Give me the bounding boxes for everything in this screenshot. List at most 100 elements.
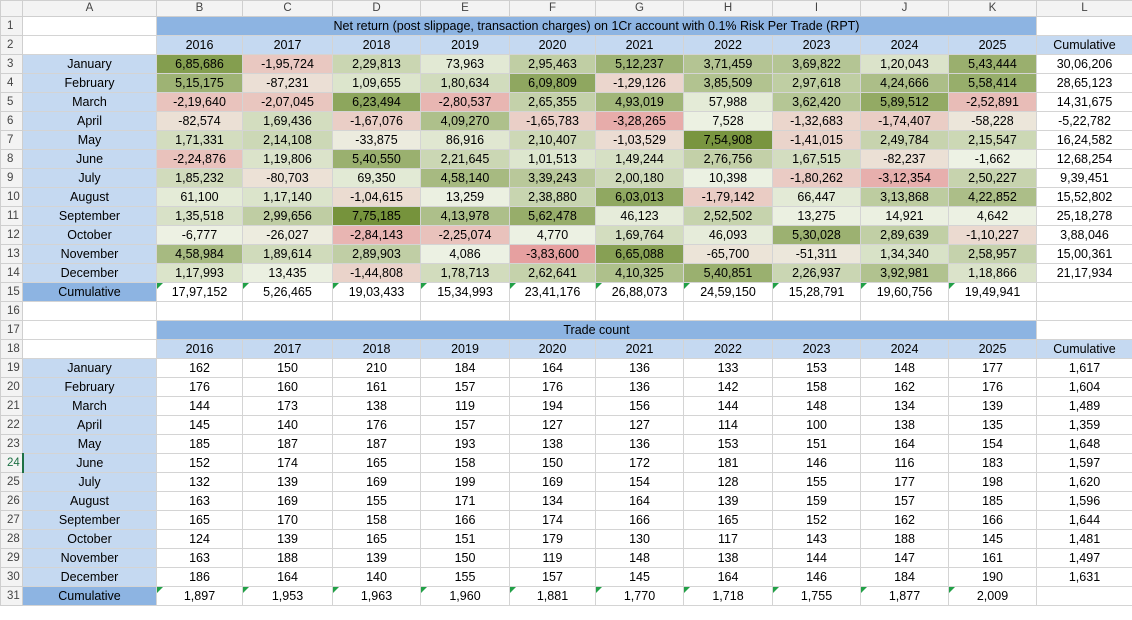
value-cell[interactable]: 151 (420, 529, 510, 549)
month-label[interactable]: August (22, 491, 157, 511)
month-label[interactable]: June (22, 149, 157, 169)
month-label[interactable]: October (22, 529, 157, 549)
value-cell[interactable]: -1,29,126 (595, 73, 684, 93)
row-header[interactable]: 7 (0, 130, 23, 150)
row-header[interactable]: 22 (0, 415, 23, 435)
value-cell[interactable]: 6,85,686 (156, 54, 243, 74)
value-cell[interactable]: -1,04,615 (332, 187, 421, 207)
value-cell[interactable]: 1,69,764 (595, 225, 684, 245)
value-cell[interactable]: 5,89,512 (860, 92, 949, 112)
cell[interactable] (509, 301, 596, 321)
value-cell[interactable]: 164 (242, 567, 333, 587)
cell[interactable] (595, 301, 684, 321)
year-header[interactable]: 2016 (156, 339, 243, 359)
cell[interactable] (860, 301, 949, 321)
month-label[interactable]: May (22, 130, 157, 150)
value-cell[interactable]: -6,777 (156, 225, 243, 245)
cumulative-label[interactable]: Cumulative (22, 282, 157, 302)
value-cell[interactable]: 165 (683, 510, 773, 530)
year-header[interactable]: 2020 (509, 339, 596, 359)
row-header[interactable]: 9 (0, 168, 23, 188)
year-header[interactable]: 2023 (772, 35, 861, 55)
value-cell[interactable]: 148 (595, 548, 684, 568)
value-cell[interactable]: 4,09,270 (420, 111, 510, 131)
value-cell[interactable]: 1,20,043 (860, 54, 949, 74)
value-cell[interactable]: 157 (509, 567, 596, 587)
cumulative-total-cell[interactable]: 1,718 (683, 586, 773, 606)
value-cell[interactable]: 150 (509, 453, 596, 473)
year-header[interactable]: 2019 (420, 35, 510, 55)
value-cell[interactable]: 179 (509, 529, 596, 549)
value-cell[interactable]: 2,21,645 (420, 149, 510, 169)
value-cell[interactable]: 155 (332, 491, 421, 511)
cell[interactable] (420, 301, 510, 321)
year-header[interactable]: 2016 (156, 35, 243, 55)
value-cell[interactable]: 3,69,822 (772, 54, 861, 74)
month-label[interactable]: December (22, 567, 157, 587)
value-cell[interactable]: 140 (332, 567, 421, 587)
value-cell[interactable]: 162 (860, 377, 949, 397)
row-header[interactable]: 2 (0, 35, 23, 55)
value-cell[interactable]: -2,25,074 (420, 225, 510, 245)
value-cell[interactable]: 4,10,325 (595, 263, 684, 283)
value-cell[interactable]: 134 (860, 396, 949, 416)
value-cell[interactable]: -3,12,354 (860, 168, 949, 188)
cumulative-header[interactable]: Cumulative (1036, 35, 1132, 55)
cell[interactable] (948, 301, 1037, 321)
cumulative-cell[interactable]: 1,597 (1036, 453, 1132, 473)
value-cell[interactable]: 140 (242, 415, 333, 435)
value-cell[interactable]: 1,17,140 (242, 187, 333, 207)
value-cell[interactable]: 2,99,656 (242, 206, 333, 226)
value-cell[interactable]: 176 (332, 415, 421, 435)
value-cell[interactable]: 4,58,984 (156, 244, 243, 264)
column-header-B[interactable]: B (156, 0, 243, 17)
value-cell[interactable]: 172 (595, 453, 684, 473)
cell[interactable] (1036, 320, 1132, 340)
value-cell[interactable]: 188 (242, 548, 333, 568)
value-cell[interactable]: 157 (860, 491, 949, 511)
cell[interactable] (1036, 282, 1132, 302)
net-return-title[interactable]: Net return (post slippage, transaction c… (156, 16, 1037, 36)
column-header-J[interactable]: J (860, 0, 949, 17)
value-cell[interactable]: 155 (420, 567, 510, 587)
value-cell[interactable]: 138 (860, 415, 949, 435)
cumulative-total-cell[interactable]: 1,877 (860, 586, 949, 606)
cumulative-cell[interactable]: 15,00,361 (1036, 244, 1132, 264)
value-cell[interactable]: 5,40,851 (683, 263, 773, 283)
value-cell[interactable]: 14,921 (860, 206, 949, 226)
cumulative-cell[interactable]: 21,17,934 (1036, 263, 1132, 283)
value-cell[interactable]: -1,80,262 (772, 168, 861, 188)
column-header-F[interactable]: F (509, 0, 596, 17)
value-cell[interactable]: 142 (683, 377, 773, 397)
value-cell[interactable]: 139 (683, 491, 773, 511)
month-label[interactable]: July (22, 168, 157, 188)
year-header[interactable]: 2025 (948, 35, 1037, 55)
cell[interactable] (156, 301, 243, 321)
value-cell[interactable]: 157 (420, 415, 510, 435)
value-cell[interactable]: 134 (509, 491, 596, 511)
value-cell[interactable]: 185 (156, 434, 243, 454)
value-cell[interactable]: 4,24,666 (860, 73, 949, 93)
row-header[interactable]: 25 (0, 472, 23, 492)
value-cell[interactable]: -1,03,529 (595, 130, 684, 150)
value-cell[interactable]: 4,086 (420, 244, 510, 264)
cumulative-cell[interactable]: 1,497 (1036, 548, 1132, 568)
value-cell[interactable]: 161 (332, 377, 421, 397)
value-cell[interactable]: 1,35,518 (156, 206, 243, 226)
value-cell[interactable]: 5,62,478 (509, 206, 596, 226)
value-cell[interactable]: -80,703 (242, 168, 333, 188)
month-label[interactable]: September (22, 206, 157, 226)
value-cell[interactable]: 177 (860, 472, 949, 492)
value-cell[interactable]: 138 (332, 396, 421, 416)
value-cell[interactable]: -2,07,045 (242, 92, 333, 112)
month-label[interactable]: March (22, 396, 157, 416)
value-cell[interactable]: -1,32,683 (772, 111, 861, 131)
value-cell[interactable]: 144 (683, 396, 773, 416)
value-cell[interactable]: 57,988 (683, 92, 773, 112)
month-label[interactable]: April (22, 111, 157, 131)
value-cell[interactable]: 176 (156, 377, 243, 397)
value-cell[interactable]: 128 (683, 472, 773, 492)
cumulative-total-cell[interactable]: 5,26,465 (242, 282, 333, 302)
value-cell[interactable]: 145 (595, 567, 684, 587)
month-label[interactable]: February (22, 73, 157, 93)
